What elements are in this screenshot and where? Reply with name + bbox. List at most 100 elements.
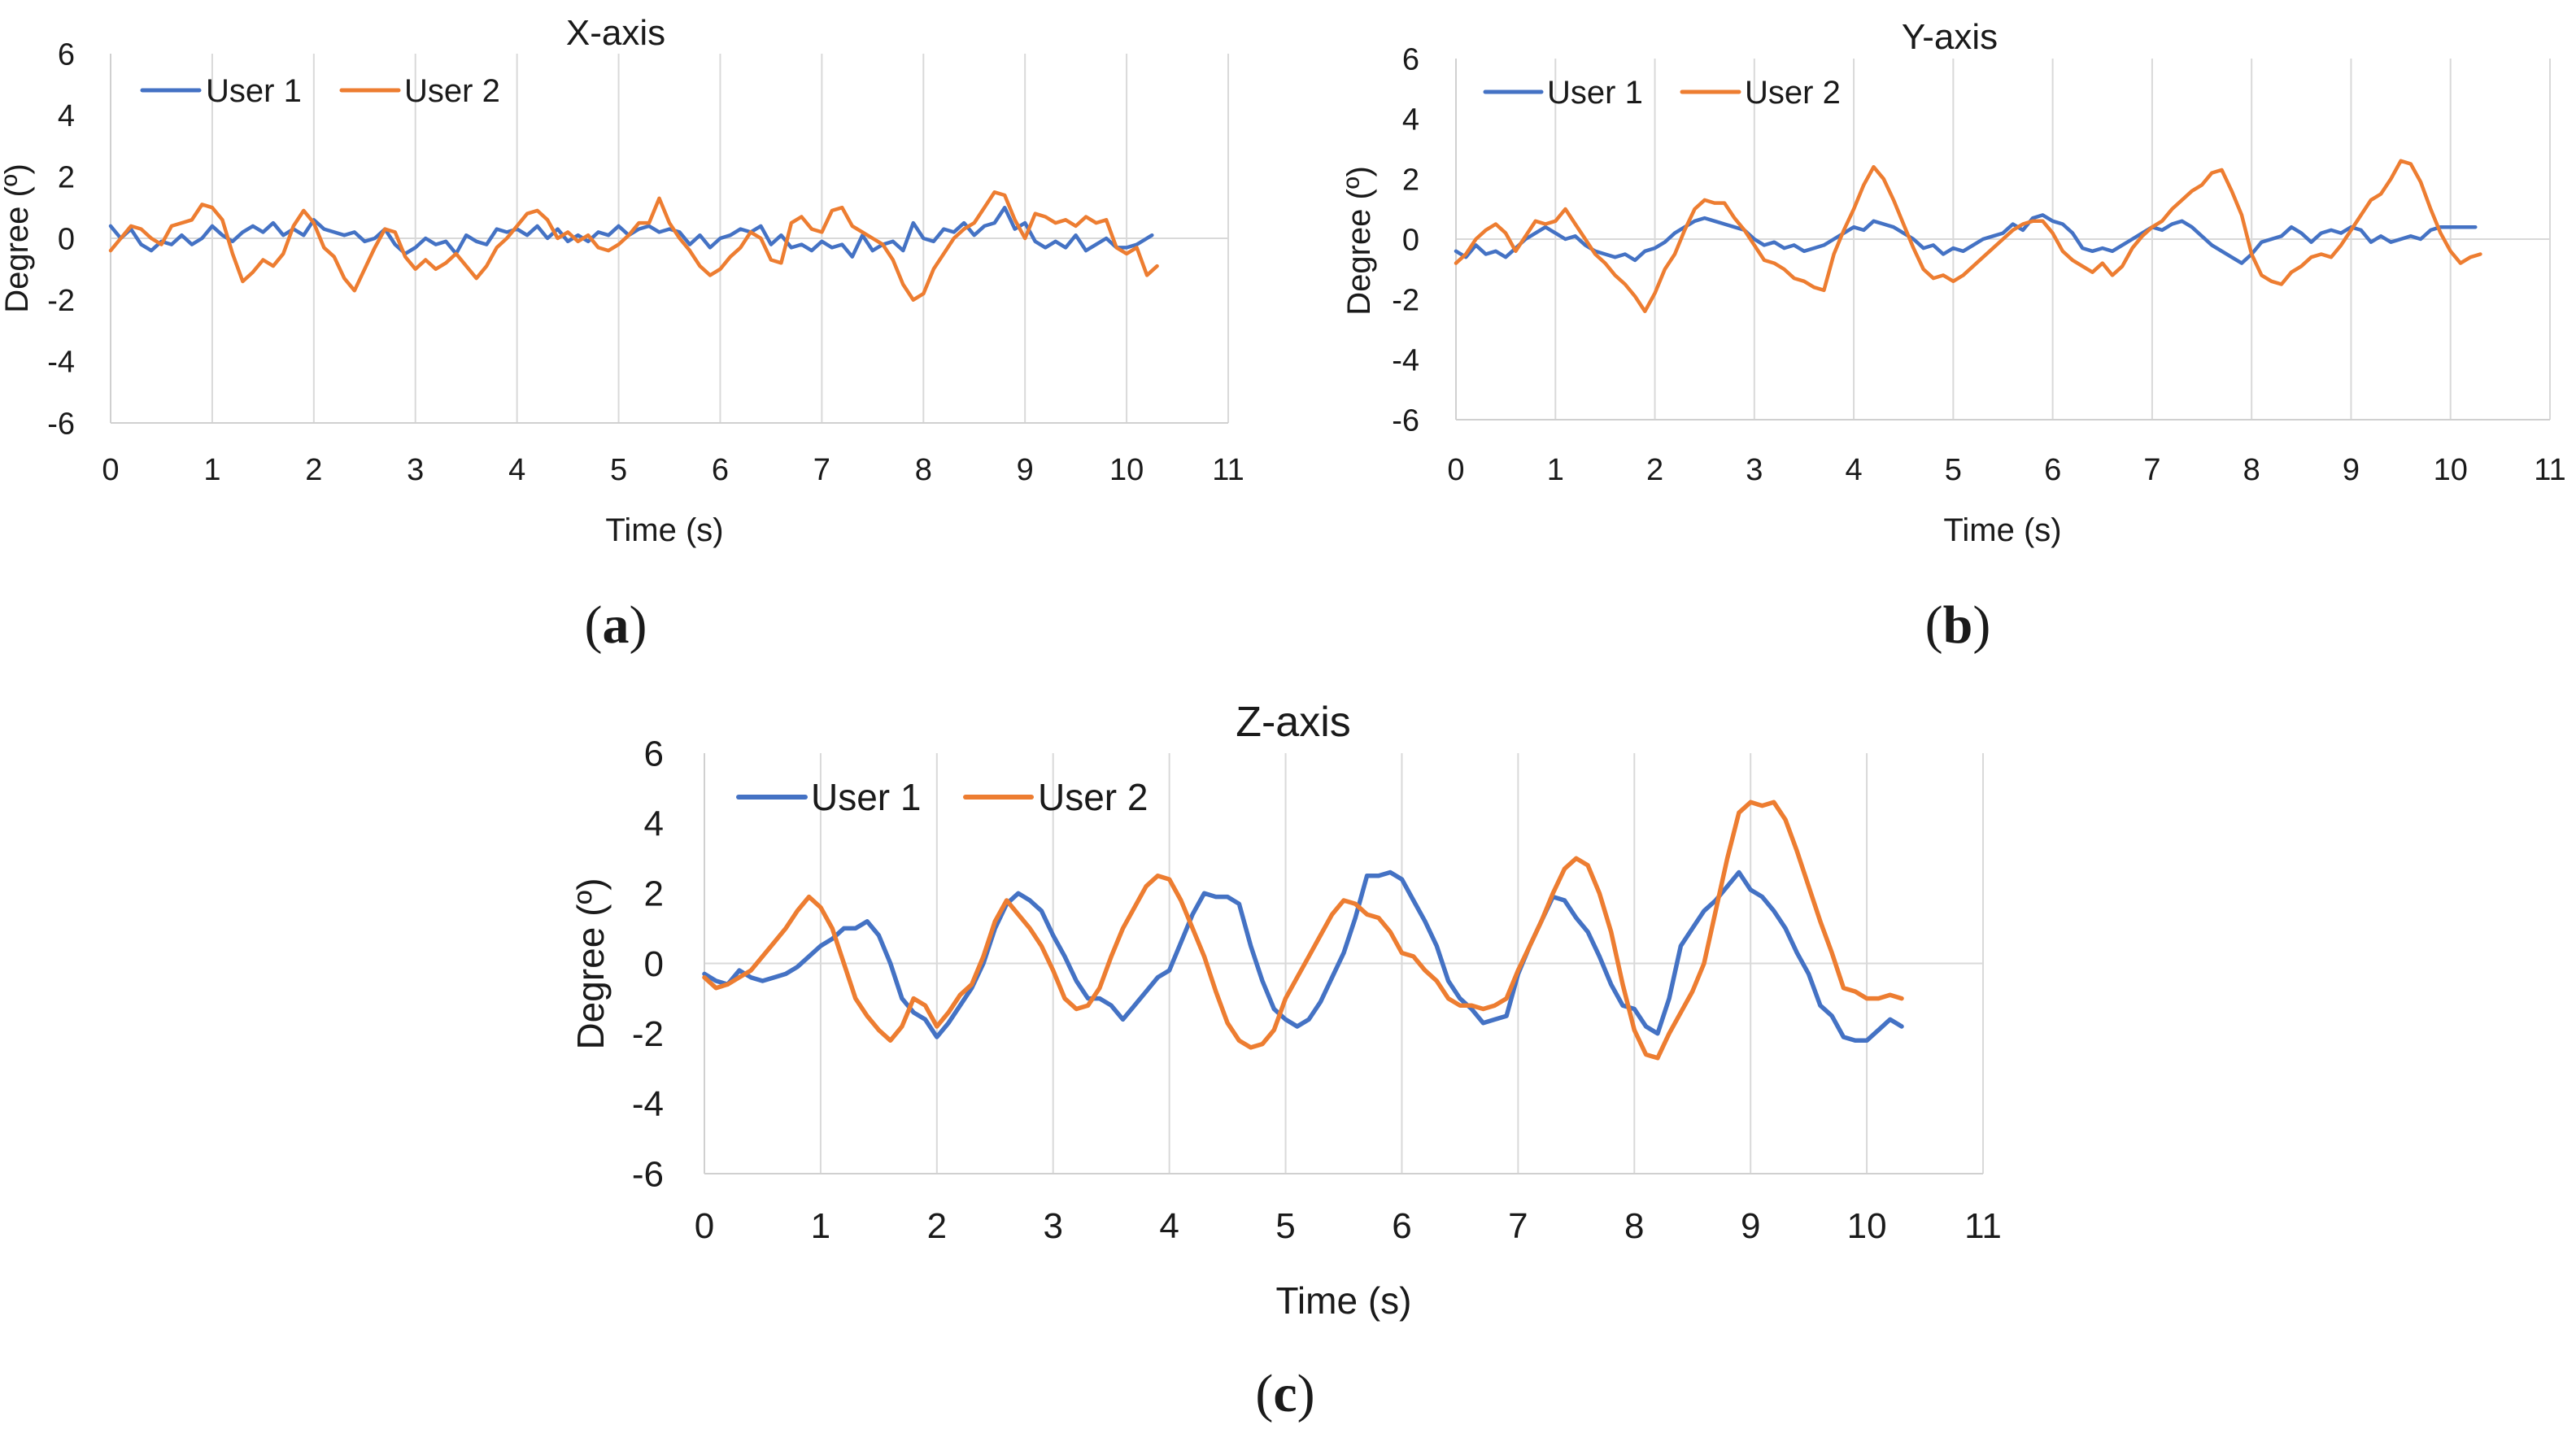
x-tick-label: 7 xyxy=(1508,1206,1528,1246)
x-tick-label: 2 xyxy=(305,453,322,487)
legend-label-user-2: User 2 xyxy=(1038,776,1148,818)
chart-title: Z-axis xyxy=(1236,699,1351,746)
series-line-user-2 xyxy=(1454,159,2482,314)
y-tick-label: -6 xyxy=(47,407,75,441)
chart-title: Y-axis xyxy=(1902,17,1998,57)
panel-caption-letter: a xyxy=(603,595,630,655)
x-tick-label: 10 xyxy=(1109,453,1144,487)
y-tick-label: 0 xyxy=(58,222,75,256)
x-tick-label: 11 xyxy=(1964,1206,2002,1246)
series-line-user-2 xyxy=(108,190,1159,302)
x-axis-label: Time (s) xyxy=(1276,1279,1412,1322)
x-tick-label: 5 xyxy=(1275,1206,1295,1246)
series-line-user-2 xyxy=(702,800,1904,1061)
y-tick-label: 4 xyxy=(58,99,75,133)
y-tick-label: -6 xyxy=(632,1154,664,1194)
y-tick-label: -6 xyxy=(1392,403,1419,438)
x-tick-label: 7 xyxy=(813,453,830,487)
x-tick-label: 6 xyxy=(712,453,729,487)
chart-y-axis: Y-axis 6 4 2 0 -2 -4 -6 0 1 2 3 4 5 6 7 8 9 10 11 Degree … xyxy=(1341,17,2566,655)
legend-label-user-1: User 1 xyxy=(206,73,302,109)
x-tick-label: 11 xyxy=(1212,453,1244,487)
y-axis-label: Degree (º) xyxy=(569,878,612,1049)
x-tick-label: 5 xyxy=(1945,453,1962,487)
y-tick-label: -2 xyxy=(632,1014,664,1054)
y-tick-labels: 6 4 2 0 -2 -4 -6 xyxy=(1392,42,1419,438)
y-axis-label: Degree (º) xyxy=(1341,166,1377,316)
panel-caption: (c) xyxy=(1255,1364,1314,1423)
x-tick-label: 2 xyxy=(927,1206,947,1246)
y-tick-label: 0 xyxy=(644,944,664,984)
y-tick-label: -2 xyxy=(47,284,75,318)
chart-title: X-axis xyxy=(566,13,665,53)
x-tick-label: 11 xyxy=(2534,453,2565,487)
panel-caption: (a) xyxy=(585,595,647,655)
y-tick-label: 0 xyxy=(1402,223,1419,257)
plot-area xyxy=(702,800,1904,1061)
x-tick-label: 7 xyxy=(2143,453,2160,487)
plot-area xyxy=(108,190,1159,302)
legend-label-user-2: User 2 xyxy=(404,73,500,109)
x-tick-label: 8 xyxy=(1624,1206,1644,1246)
x-tick-label: 6 xyxy=(1392,1206,1411,1246)
legend-label-user-2: User 2 xyxy=(1745,75,1841,111)
x-tick-label: 3 xyxy=(1043,1206,1062,1246)
legend: User 1 User 2 xyxy=(140,73,500,109)
x-tick-label: 4 xyxy=(508,453,525,487)
y-tick-label: 6 xyxy=(1402,42,1419,76)
x-tick-label: 10 xyxy=(1847,1206,1887,1246)
y-tick-labels: 6 4 2 0 -2 -4 -6 xyxy=(47,37,75,441)
x-tick-label: 9 xyxy=(2343,453,2360,487)
x-tick-labels: 0 1 2 3 4 5 6 7 8 9 10 11 xyxy=(695,1206,2002,1246)
x-axis-label: Time (s) xyxy=(605,512,723,548)
x-tick-label: 8 xyxy=(2243,453,2260,487)
x-tick-label: 0 xyxy=(1447,453,1464,487)
y-tick-label: 2 xyxy=(1402,163,1419,197)
y-axis-label: Degree (º) xyxy=(0,163,35,313)
y-tick-label: -4 xyxy=(47,346,75,380)
legend-label-user-1: User 1 xyxy=(1547,75,1643,111)
series-line-user-1 xyxy=(702,869,1904,1044)
x-tick-label: 9 xyxy=(1017,453,1034,487)
chart-x-axis: X-axis 6 4 2 0 -2 -4 -6 0 1 2 3 4 5 6 7 8 9 10 11 Degree … xyxy=(0,13,1244,655)
y-tick-labels: 6 4 2 0 -2 -4 -6 xyxy=(632,734,664,1194)
chart-z-axis: Z-axis 6 4 2 0 -2 -4 -6 0 1 2 3 4 5 6 7 8 9 10 11 Degree … xyxy=(569,699,2002,1423)
y-tick-label: -2 xyxy=(1392,283,1419,317)
x-tick-label: 3 xyxy=(407,453,424,487)
x-tick-label: 5 xyxy=(610,453,627,487)
y-tick-label: 6 xyxy=(58,37,75,72)
x-tick-label: 6 xyxy=(2044,453,2061,487)
panel-caption-letter: b xyxy=(1943,595,1973,655)
x-tick-label: 10 xyxy=(2434,453,2468,487)
panel-caption-letter: c xyxy=(1273,1364,1297,1423)
gridlines xyxy=(704,753,1984,1174)
y-tick-label: 4 xyxy=(1402,102,1419,137)
y-tick-label: 2 xyxy=(58,161,75,195)
x-tick-label: 4 xyxy=(1846,453,1863,487)
y-tick-label: -4 xyxy=(1392,343,1419,377)
legend: User 1 User 2 xyxy=(736,776,1148,818)
y-tick-label: 4 xyxy=(644,804,664,844)
x-tick-labels: 0 1 2 3 4 5 6 7 8 9 10 11 xyxy=(1447,453,2565,487)
x-axis-label: Time (s) xyxy=(1943,512,2061,548)
y-tick-label: 6 xyxy=(644,734,664,773)
x-tick-labels: 0 1 2 3 4 5 6 7 8 9 10 11 xyxy=(102,453,1244,487)
legend-label-user-1: User 1 xyxy=(811,776,921,818)
x-tick-label: 1 xyxy=(1547,453,1564,487)
x-tick-label: 0 xyxy=(102,453,119,487)
legend: User 1 User 2 xyxy=(1483,75,1841,111)
x-tick-label: 4 xyxy=(1159,1206,1179,1246)
y-tick-label: -4 xyxy=(632,1084,664,1124)
panel-caption: (b) xyxy=(1925,595,1991,655)
plot-area xyxy=(1454,159,2482,314)
series-line-user-1 xyxy=(1454,213,2478,265)
x-tick-label: 9 xyxy=(1741,1206,1760,1246)
gridlines xyxy=(110,54,1229,424)
x-tick-label: 8 xyxy=(915,453,932,487)
y-tick-label: 2 xyxy=(644,874,664,914)
x-tick-label: 1 xyxy=(203,453,220,487)
x-tick-label: 1 xyxy=(811,1206,830,1246)
x-tick-label: 0 xyxy=(695,1206,714,1246)
x-tick-label: 2 xyxy=(1646,453,1663,487)
